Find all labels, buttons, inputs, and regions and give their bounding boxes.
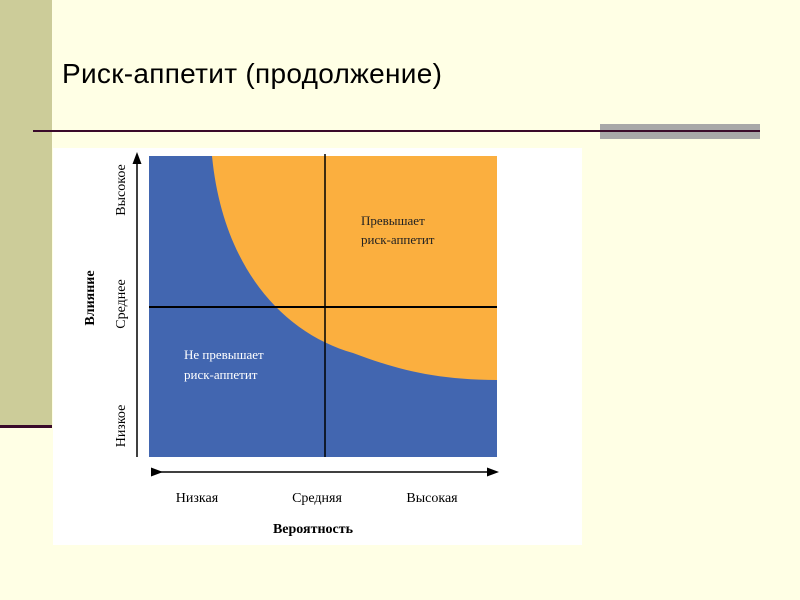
- x-tick-mid: Средняя: [292, 491, 342, 506]
- y-tick-low: Низкое: [114, 405, 129, 448]
- title-divider: [33, 130, 760, 132]
- region-below-label-2: риск-аппетит: [184, 367, 258, 382]
- region-below-label-1: Не превышает: [184, 347, 264, 362]
- slide-sidebar-decoration: [0, 0, 52, 426]
- x-tick-high: Высокая: [406, 491, 458, 506]
- y-tick-mid: Среднее: [114, 279, 129, 328]
- slide-title: Риск-аппетит (продолжение): [62, 58, 443, 89]
- x-tick-low: Низкая: [176, 491, 219, 506]
- region-above-label-1: Превышает: [361, 213, 425, 228]
- x-axis-label: Вероятность: [273, 522, 354, 537]
- y-tick-high: Высокое: [114, 164, 129, 215]
- region-above-label-2: риск-аппетит: [361, 232, 435, 247]
- sidebar-divider: [0, 425, 52, 428]
- region-above-appetite: [212, 156, 497, 380]
- y-axis-label: Влияние: [83, 270, 98, 325]
- risk-appetite-diagram: Превышает риск-аппетит Не превышает риск…: [53, 148, 582, 545]
